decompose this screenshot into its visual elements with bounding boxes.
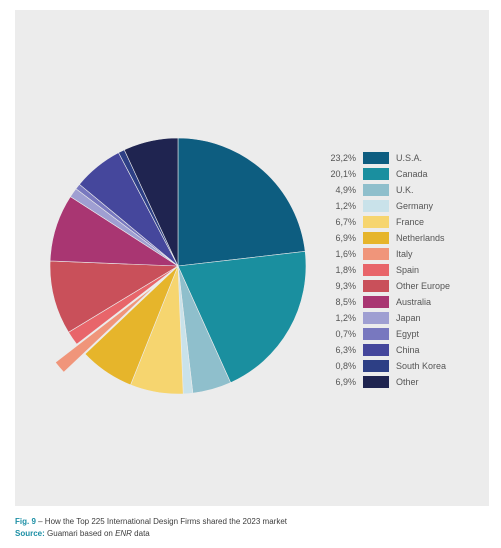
legend-item-other: 6,9% Other [322,374,472,390]
legend-swatch [363,264,389,276]
legend-value: 1,2% [335,201,356,211]
pie-slice-other [123,137,179,267]
legend-value: 8,5% [335,297,356,307]
legend-swatch [363,376,389,388]
legend-swatch [363,168,389,180]
source-label: Source: [15,529,45,538]
legend-swatch [363,344,389,356]
legend-value: 1,6% [335,249,356,259]
legend-item-other-europe: 9,3% Other Europe [322,278,472,294]
legend-swatch [363,216,389,228]
legend-item-egypt: 0,7% Egypt [322,326,472,342]
pie-slice-italy [54,283,157,373]
legend-label: Other Europe [396,281,451,291]
caption-line-2: Source: Guamari based on ENR data [15,528,287,540]
legend-value: 20,1% [330,169,356,179]
source-tail: data [131,529,150,538]
legend-label: Netherlands [396,233,445,243]
legend-label: Germany [396,201,434,211]
legend-item-japan: 1,2% Japan [322,310,472,326]
figure-label: Fig. 9 [15,517,36,526]
legend-swatch [363,360,389,372]
legend-label: Spain [396,265,420,275]
legend-item-italy: 1,6% Italy [322,246,472,262]
legend-value: 0,8% [335,361,356,371]
legend-value: 6,7% [335,217,356,227]
legend-value: 6,3% [335,345,356,355]
legend-label: France [396,217,425,227]
legend: 23,2% U.S.A. 20,1% Canada 4,9% U.K. 1,2% German… [322,150,472,390]
legend-item-australia: 8,5% Australia [322,294,472,310]
legend-swatch [363,328,389,340]
legend-value: 0,7% [335,329,356,339]
figure-text: – How the Top 225 International Design F… [35,517,287,526]
source-text: Guamari based on [44,529,116,538]
legend-swatch [363,184,389,196]
legend-swatch [363,152,389,164]
legend-item-spain: 1,8% Spain [322,262,472,278]
figure-caption: Fig. 9 – How the Top 225 International D… [15,516,287,540]
source-emphasis: ENR [115,529,132,538]
legend-value: 6,9% [335,377,356,387]
legend-swatch [363,280,389,292]
legend-label: Japan [396,313,421,323]
legend-swatch [363,248,389,260]
legend-swatch [363,312,389,324]
pie-slice-canada [177,251,307,384]
legend-item-u-s-a: 23,2% U.S.A. [322,150,472,166]
legend-value: 4,9% [335,185,356,195]
legend-label: Other [396,377,419,387]
legend-label: U.S.A. [396,153,423,163]
legend-swatch [363,296,389,308]
pie-slice-u-s-a [177,137,306,267]
legend-label: Canada [396,169,428,179]
legend-label: Australia [396,297,432,307]
legend-item-france: 6,7% France [322,214,472,230]
legend-value: 6,9% [335,233,356,243]
pie-slice-netherlands [84,265,179,386]
legend-label: U.K. [396,185,414,195]
legend-item-netherlands: 6,9% Netherlands [322,230,472,246]
legend-item-canada: 20,1% Canada [322,166,472,182]
legend-label: South Korea [396,361,447,371]
legend-value: 1,2% [335,313,356,323]
legend-item-china: 6,3% China [322,342,472,358]
caption-line-1: Fig. 9 – How the Top 225 International D… [15,516,287,528]
legend-label: Italy [396,249,413,259]
legend-value: 9,3% [335,281,356,291]
legend-value: 23,2% [330,153,356,163]
legend-value: 1,8% [335,265,356,275]
legend-label: China [396,345,420,355]
legend-swatch [363,200,389,212]
legend-swatch [363,232,389,244]
legend-item-u-k: 4,9% U.K. [322,182,472,198]
legend-item-germany: 1,2% Germany [322,198,472,214]
legend-item-south-korea: 0,8% South Korea [322,358,472,374]
legend-label: Egypt [396,329,420,339]
